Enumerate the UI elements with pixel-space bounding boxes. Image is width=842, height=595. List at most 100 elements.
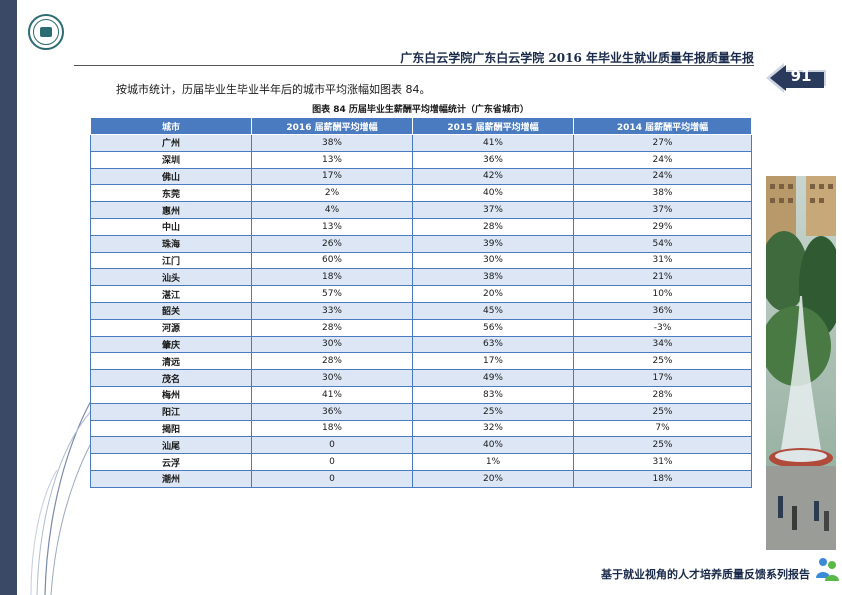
growth-value-cell: 24% — [573, 167, 752, 186]
people-group-icon — [816, 558, 839, 581]
growth-value-cell: 56% — [412, 318, 574, 337]
growth-value-cell: 34% — [573, 335, 752, 354]
table-row: 茂名 30% 49% 17% — [90, 369, 752, 387]
header-title: 广东白云学院广东白云学院 2016 年毕业生就业质量年报质量年报 — [400, 51, 754, 65]
city-cell: 茂名 — [90, 369, 252, 387]
table-row: 佛山 17% 42% 24% — [90, 167, 752, 186]
growth-value-cell: 21% — [573, 268, 752, 287]
growth-value-cell: 38% — [251, 134, 413, 152]
growth-value-cell: 13% — [251, 150, 413, 169]
table-row: 汕尾 0 40% 25% — [90, 436, 752, 455]
growth-value-cell: 40% — [412, 184, 574, 203]
city-cell: 珠海 — [90, 234, 252, 253]
column-header-2016: 2016 届薪酬平均增幅 — [251, 117, 413, 135]
growth-value-cell: 54% — [573, 234, 752, 253]
growth-value-cell: 4% — [251, 201, 413, 219]
growth-value-cell: 28% — [251, 352, 413, 371]
table-row: 东莞 2% 40% 38% — [90, 184, 752, 203]
table-row: 肇庆 30% 63% 34% — [90, 335, 752, 354]
salary-growth-table: 城市 2016 届薪酬平均增幅 2015 届薪酬平均增幅 2014 届薪酬平均增… — [90, 117, 752, 488]
city-cell: 汕头 — [90, 268, 252, 287]
table-row: 云浮 0 1% 31% — [90, 453, 752, 471]
column-header-city: 城市 — [90, 117, 252, 135]
growth-value-cell: 36% — [412, 150, 574, 169]
growth-value-cell: 30% — [251, 369, 413, 387]
growth-value-cell: 31% — [573, 453, 752, 471]
table-row: 惠州 4% 37% 37% — [90, 201, 752, 219]
growth-value-cell: 26% — [251, 234, 413, 253]
growth-value-cell: 60% — [251, 251, 413, 270]
city-cell: 清远 — [90, 352, 252, 371]
growth-value-cell: 24% — [573, 150, 752, 169]
city-cell: 肇庆 — [90, 335, 252, 354]
table-row: 韶关 33% 45% 36% — [90, 301, 752, 320]
growth-value-cell: 28% — [573, 385, 752, 404]
growth-value-cell: 36% — [573, 301, 752, 320]
column-header-2014: 2014 届薪酬平均增幅 — [573, 117, 752, 135]
page-number-badge: 91 — [766, 60, 826, 96]
table-row: 深圳 13% 36% 24% — [90, 150, 752, 169]
growth-value-cell: 1% — [412, 453, 574, 471]
growth-value-cell: 17% — [412, 352, 574, 371]
city-cell: 梅州 — [90, 385, 252, 404]
growth-value-cell: 37% — [412, 201, 574, 219]
footer-report-title: 基于就业视角的人才培养质量反馈系列报告 — [601, 568, 810, 581]
growth-value-cell: 25% — [573, 436, 752, 455]
growth-value-cell: 28% — [251, 318, 413, 337]
university-seal-icon — [28, 14, 64, 50]
growth-value-cell: 28% — [412, 217, 574, 236]
growth-value-cell: 36% — [251, 402, 413, 421]
growth-value-cell: 40% — [412, 436, 574, 455]
table-row: 清远 28% 17% 25% — [90, 352, 752, 371]
growth-value-cell: 57% — [251, 285, 413, 303]
growth-value-cell: 0 — [251, 436, 413, 455]
growth-value-cell: 10% — [573, 285, 752, 303]
city-cell: 中山 — [90, 217, 252, 236]
left-accent-bar — [0, 0, 17, 595]
table-row: 潮州 0 20% 18% — [90, 469, 752, 488]
table-row: 湛江 57% 20% 10% — [90, 285, 752, 303]
growth-value-cell: 31% — [573, 251, 752, 270]
column-header-2015: 2015 届薪酬平均增幅 — [412, 117, 574, 135]
city-cell: 潮州 — [90, 469, 252, 488]
growth-value-cell: 17% — [573, 369, 752, 387]
table-row: 珠海 26% 39% 54% — [90, 234, 752, 253]
growth-value-cell: 25% — [573, 402, 752, 421]
growth-value-cell: 38% — [412, 268, 574, 287]
table-row: 广州 38% 41% 27% — [90, 134, 752, 152]
growth-value-cell: 39% — [412, 234, 574, 253]
growth-value-cell: 45% — [412, 301, 574, 320]
city-cell: 佛山 — [90, 167, 252, 186]
table-row: 河源 28% 56% -3% — [90, 318, 752, 337]
growth-value-cell: -3% — [573, 318, 752, 337]
growth-value-cell: 32% — [412, 419, 574, 438]
city-cell: 深圳 — [90, 150, 252, 169]
table-row: 中山 13% 28% 29% — [90, 217, 752, 236]
table-row: 江门 60% 30% 31% — [90, 251, 752, 270]
city-cell: 广州 — [90, 134, 252, 152]
growth-value-cell: 42% — [412, 167, 574, 186]
growth-value-cell: 17% — [251, 167, 413, 186]
growth-value-cell: 25% — [412, 402, 574, 421]
growth-value-cell: 63% — [412, 335, 574, 354]
table-row: 揭阳 18% 32% 7% — [90, 419, 752, 438]
arrow-left-badge-icon — [766, 63, 826, 93]
growth-value-cell: 29% — [573, 217, 752, 236]
growth-value-cell: 18% — [251, 268, 413, 287]
growth-value-cell: 37% — [573, 201, 752, 219]
growth-value-cell: 27% — [573, 134, 752, 152]
page-number: 91 — [790, 67, 812, 85]
table-row: 阳江 36% 25% 25% — [90, 402, 752, 421]
growth-value-cell: 0 — [251, 453, 413, 471]
campus-fountain-photo — [766, 176, 836, 550]
growth-value-cell: 13% — [251, 217, 413, 236]
growth-value-cell: 41% — [412, 134, 574, 152]
intro-paragraph: 按城市统计，历届毕业生毕业半年后的城市平均涨幅如图表 84。 — [116, 83, 431, 96]
city-cell: 惠州 — [90, 201, 252, 219]
city-cell: 湛江 — [90, 285, 252, 303]
city-cell: 揭阳 — [90, 419, 252, 438]
growth-value-cell: 49% — [412, 369, 574, 387]
growth-value-cell: 83% — [412, 385, 574, 404]
city-cell: 江门 — [90, 251, 252, 270]
growth-value-cell: 20% — [412, 285, 574, 303]
